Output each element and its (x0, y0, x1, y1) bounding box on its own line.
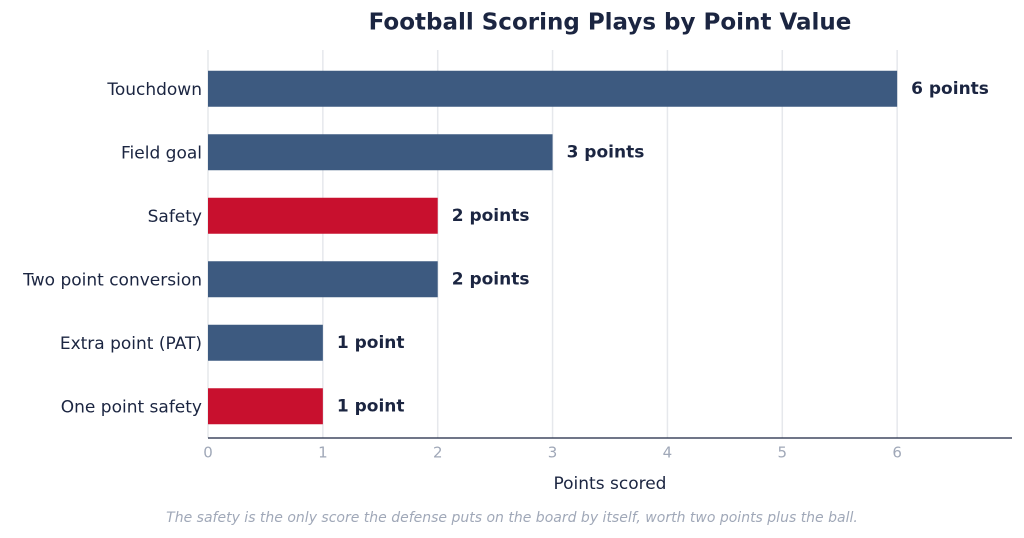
y-tick-label: Extra point (PAT) (60, 334, 202, 354)
value-label: 1 point (337, 333, 405, 353)
y-tick-label: Field goal (121, 143, 202, 163)
bar (208, 70, 898, 107)
y-tick-label: One point safety (61, 397, 202, 417)
x-tick-label: 4 (663, 444, 673, 462)
bar (208, 388, 323, 425)
y-tick-label: Safety (148, 207, 202, 227)
x-axis-label: Points scored (554, 474, 667, 494)
value-label: 1 point (337, 396, 405, 416)
x-tick-label: 3 (548, 444, 558, 462)
y-tick-label: Touchdown (106, 80, 202, 100)
value-label: 2 points (452, 206, 530, 226)
bar (208, 197, 438, 234)
x-tick-label: 2 (433, 444, 443, 462)
note: The safety is the only score the defense… (166, 510, 858, 526)
value-label: 6 points (911, 79, 989, 99)
bar (208, 261, 438, 298)
x-tick-label: 5 (778, 444, 788, 462)
x-tick-label: 1 (318, 444, 328, 462)
x-tick-label: 0 (203, 444, 213, 462)
chart-title: Football Scoring Plays by Point Value (369, 10, 852, 36)
x-tick-label: 6 (892, 444, 902, 462)
bar (208, 134, 553, 171)
y-tick-label: Two point conversion (22, 270, 202, 290)
value-label: 3 points (567, 142, 645, 162)
value-label: 2 points (452, 269, 530, 289)
bar (208, 324, 323, 361)
